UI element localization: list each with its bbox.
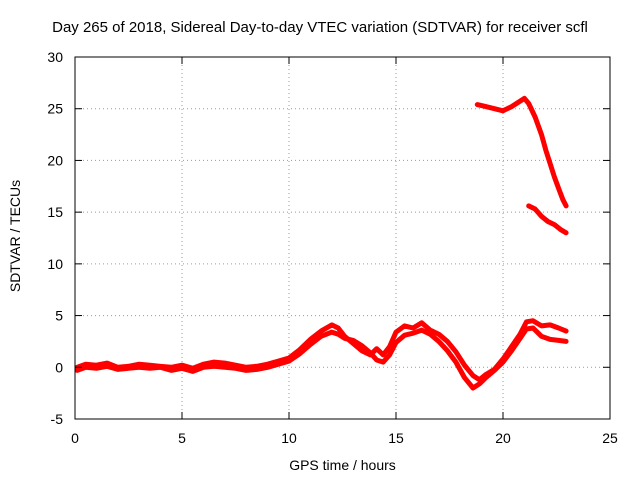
plot-border <box>74 56 611 420</box>
x-tick-label: 25 <box>602 430 618 446</box>
y-tick-label: 15 <box>47 204 63 220</box>
x-tick-label: 20 <box>495 430 511 446</box>
x-tick-label: 15 <box>388 430 404 446</box>
y-tick-label: 10 <box>47 256 63 272</box>
x-tick-label: 10 <box>281 430 297 446</box>
grid-lines <box>75 57 610 419</box>
series-line-near-zero-b <box>74 325 569 391</box>
x-axis-label: GPS time / hours <box>289 457 396 473</box>
y-tick-label: -5 <box>51 411 64 427</box>
chart-title: Day 265 of 2018, Sidereal Day-to-day VTE… <box>52 19 588 36</box>
data-series <box>74 95 569 391</box>
y-tick-label: 25 <box>47 101 63 117</box>
y-tick-label: 0 <box>55 359 63 375</box>
series-line-upper-band <box>474 95 569 209</box>
x-tick-label: 5 <box>178 430 186 446</box>
y-tick-label: 30 <box>47 49 63 65</box>
x-tick-label: 0 <box>71 430 79 446</box>
y-tick-label: 5 <box>55 308 63 324</box>
axis-ticks: 0 5 10 15 20 25 -5 0 5 10 15 20 25 30 <box>47 49 618 446</box>
y-tick-label: 20 <box>47 152 63 168</box>
series-line-secondary-band <box>526 203 569 236</box>
y-axis-label: SDTVAR / TECUs <box>7 179 23 293</box>
